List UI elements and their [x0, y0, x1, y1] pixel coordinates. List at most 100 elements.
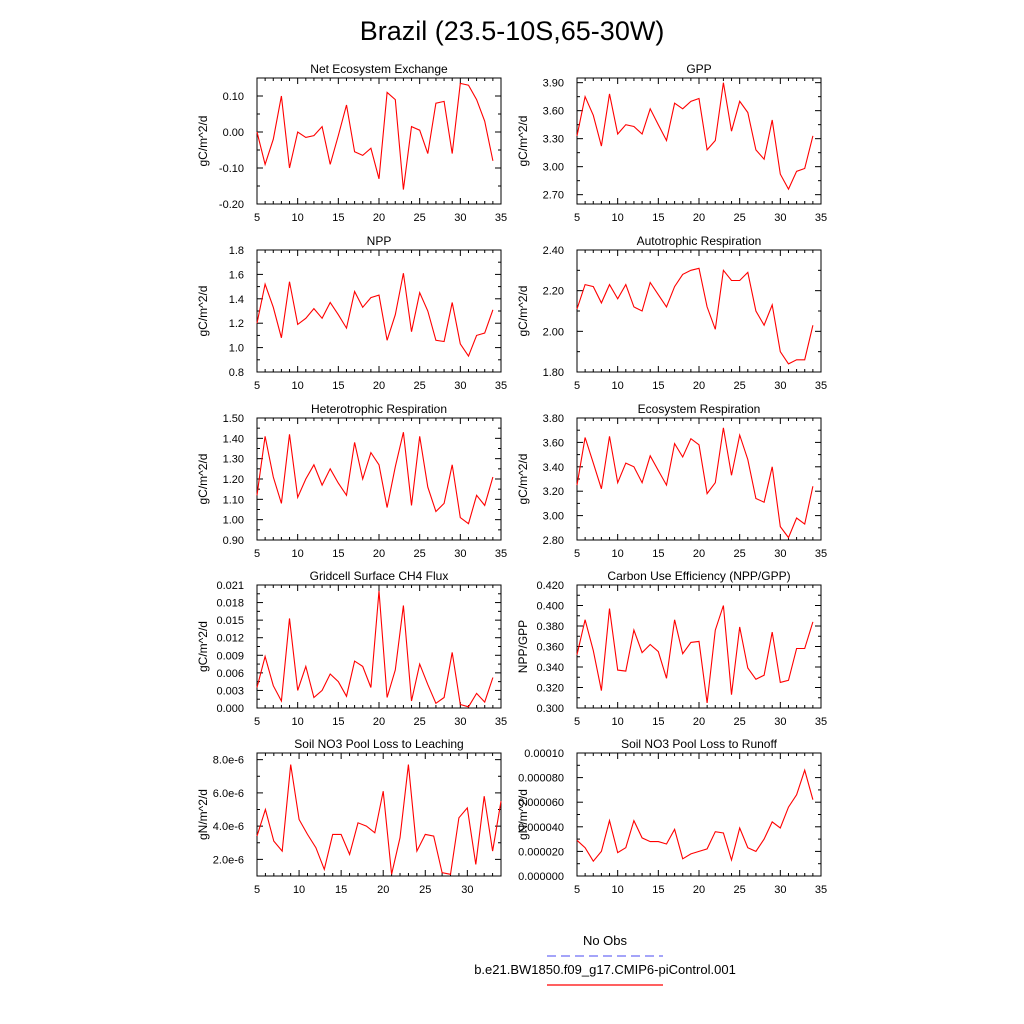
- plot-frame: [256, 752, 502, 877]
- y-tick-label: 0.400: [536, 601, 564, 613]
- series-line: [576, 267, 814, 365]
- y-tick-label: 0.012: [216, 633, 244, 645]
- panel-title: Carbon Use Efficiency (NPP/GPP): [607, 569, 790, 583]
- x-tick-label: 10: [612, 380, 624, 392]
- y-axis-label: gC/m^2/d: [516, 286, 530, 337]
- x-tick-label: 35: [815, 884, 827, 896]
- x-tick-label: 20: [693, 380, 705, 392]
- x-tick-label: 35: [815, 212, 827, 224]
- y-tick-label: 2.00: [543, 326, 564, 338]
- series-line: [576, 427, 814, 539]
- x-tick-label: 30: [774, 716, 786, 728]
- x-tick-label: 30: [774, 212, 786, 224]
- panel-1: GPP gC/m^2/d 5 10 15 20 25 30 35 2.70 3.00 3.30 3.60…: [516, 62, 827, 224]
- x-tick-label: 25: [734, 212, 746, 224]
- x-tick-label: 25: [414, 212, 426, 224]
- x-tick-label: 30: [454, 716, 466, 728]
- x-tick-label: 5: [254, 380, 260, 392]
- legend: No Obs b.e21.BW1850.f09_g17.CMIP6-piCont…: [474, 933, 736, 986]
- plot-frame: [576, 77, 822, 205]
- x-tick-label: 10: [612, 212, 624, 224]
- x-tick-label: 20: [373, 716, 385, 728]
- series-line: [256, 590, 494, 708]
- y-tick-label: 0.420: [536, 580, 564, 592]
- y-tick-label: 0.021: [216, 580, 244, 592]
- y-tick-label: 0.003: [216, 685, 244, 697]
- y-tick-label: 2.70: [543, 190, 564, 202]
- series-line: [256, 82, 494, 190]
- x-tick-label: 15: [652, 716, 664, 728]
- panel-title: Net Ecosystem Exchange: [310, 62, 448, 76]
- x-tick-label: 30: [774, 884, 786, 896]
- x-tick-label: 20: [377, 884, 389, 896]
- x-tick-label: 5: [254, 548, 260, 560]
- panel-title: Gridcell Surface CH4 Flux: [310, 569, 449, 583]
- x-tick-label: 35: [815, 716, 827, 728]
- x-tick-label: 5: [254, 716, 260, 728]
- x-tick-label: 15: [335, 884, 347, 896]
- series-line: [576, 768, 814, 863]
- y-axis-label: gN/m^2/d: [516, 789, 530, 840]
- x-tick-label: 5: [254, 212, 260, 224]
- y-tick-label: 2.80: [543, 535, 564, 547]
- figure-title: Brazil (23.5-10S,65-30W): [360, 16, 665, 46]
- x-tick-label: 20: [373, 380, 385, 392]
- y-tick-label: 0.009: [216, 650, 244, 662]
- y-tick-label: 1.40: [223, 433, 244, 445]
- y-tick-label: 0.360: [536, 642, 564, 654]
- y-tick-label: 3.30: [543, 134, 564, 146]
- panel-6: Gridcell Surface CH4 Flux gC/m^2/d 5 10 15 20…: [196, 569, 507, 728]
- y-tick-label: 0.000020: [518, 846, 564, 858]
- x-tick-label: 10: [292, 548, 304, 560]
- panel-3: Autotrophic Respiration gC/m^2/d 5 10 15 20 25…: [516, 234, 827, 392]
- y-tick-label: 0.320: [536, 683, 564, 695]
- x-tick-label: 10: [612, 716, 624, 728]
- x-tick-label: 15: [652, 884, 664, 896]
- series-line: [256, 764, 502, 875]
- x-tick-label: 10: [292, 716, 304, 728]
- x-tick-label: 30: [774, 380, 786, 392]
- y-tick-label: 0.000060: [518, 797, 564, 809]
- x-tick-label: 35: [495, 716, 507, 728]
- x-tick-label: 35: [495, 380, 507, 392]
- x-tick-label: 5: [254, 884, 260, 896]
- y-tick-label: 0.000: [216, 703, 244, 715]
- y-tick-label: 2.40: [543, 245, 564, 257]
- plot-frame: [256, 584, 502, 709]
- panel-title: Soil NO3 Pool Loss to Runoff: [621, 737, 778, 751]
- y-tick-label: 0.018: [216, 598, 244, 610]
- x-tick-label: 20: [693, 716, 705, 728]
- x-tick-label: 15: [332, 380, 344, 392]
- y-axis-label: gN/m^2/d: [196, 789, 210, 840]
- y-tick-label: 1.6: [229, 269, 244, 281]
- panel-4: Heterotrophic Respiration gC/m^2/d 5 10 15 20…: [196, 402, 507, 560]
- legend-label-model: b.e21.BW1850.f09_g17.CMIP6-piControl.001: [474, 962, 736, 977]
- y-axis-label: gC/m^2/d: [196, 454, 210, 505]
- x-tick-label: 20: [693, 548, 705, 560]
- x-tick-label: 25: [734, 380, 746, 392]
- y-tick-label: 1.8: [229, 245, 244, 257]
- x-tick-label: 10: [612, 548, 624, 560]
- x-tick-label: 15: [332, 716, 344, 728]
- panel-5: Ecosystem Respiration gC/m^2/d 5 10 15 20 25 30…: [516, 402, 827, 560]
- plot-frame: [576, 417, 822, 541]
- y-tick-label: -0.20: [219, 199, 244, 211]
- panel-2: NPP gC/m^2/d 5 10 15 20 25 30 35 0.8 1.0 1.2 1.4 1.6 1…: [196, 234, 507, 392]
- x-tick-label: 15: [652, 548, 664, 560]
- x-tick-label: 25: [414, 716, 426, 728]
- x-tick-label: 5: [574, 548, 580, 560]
- y-tick-label: 3.20: [543, 486, 564, 498]
- panel-0: Net Ecosystem Exchange gC/m^2/d 5 10 15 20 25 3…: [196, 62, 507, 224]
- y-tick-label: 3.60: [543, 106, 564, 118]
- x-tick-label: 35: [815, 548, 827, 560]
- panel-title: GPP: [686, 62, 711, 76]
- x-tick-label: 30: [454, 212, 466, 224]
- panel-title: Autotrophic Respiration: [637, 234, 762, 248]
- y-axis-label: gC/m^2/d: [196, 621, 210, 672]
- y-tick-label: 0.380: [536, 621, 564, 633]
- y-tick-label: 0.8: [229, 367, 244, 379]
- x-tick-label: 30: [461, 884, 473, 896]
- y-tick-label: 1.50: [223, 413, 244, 425]
- panel-title: Heterotrophic Respiration: [311, 402, 447, 416]
